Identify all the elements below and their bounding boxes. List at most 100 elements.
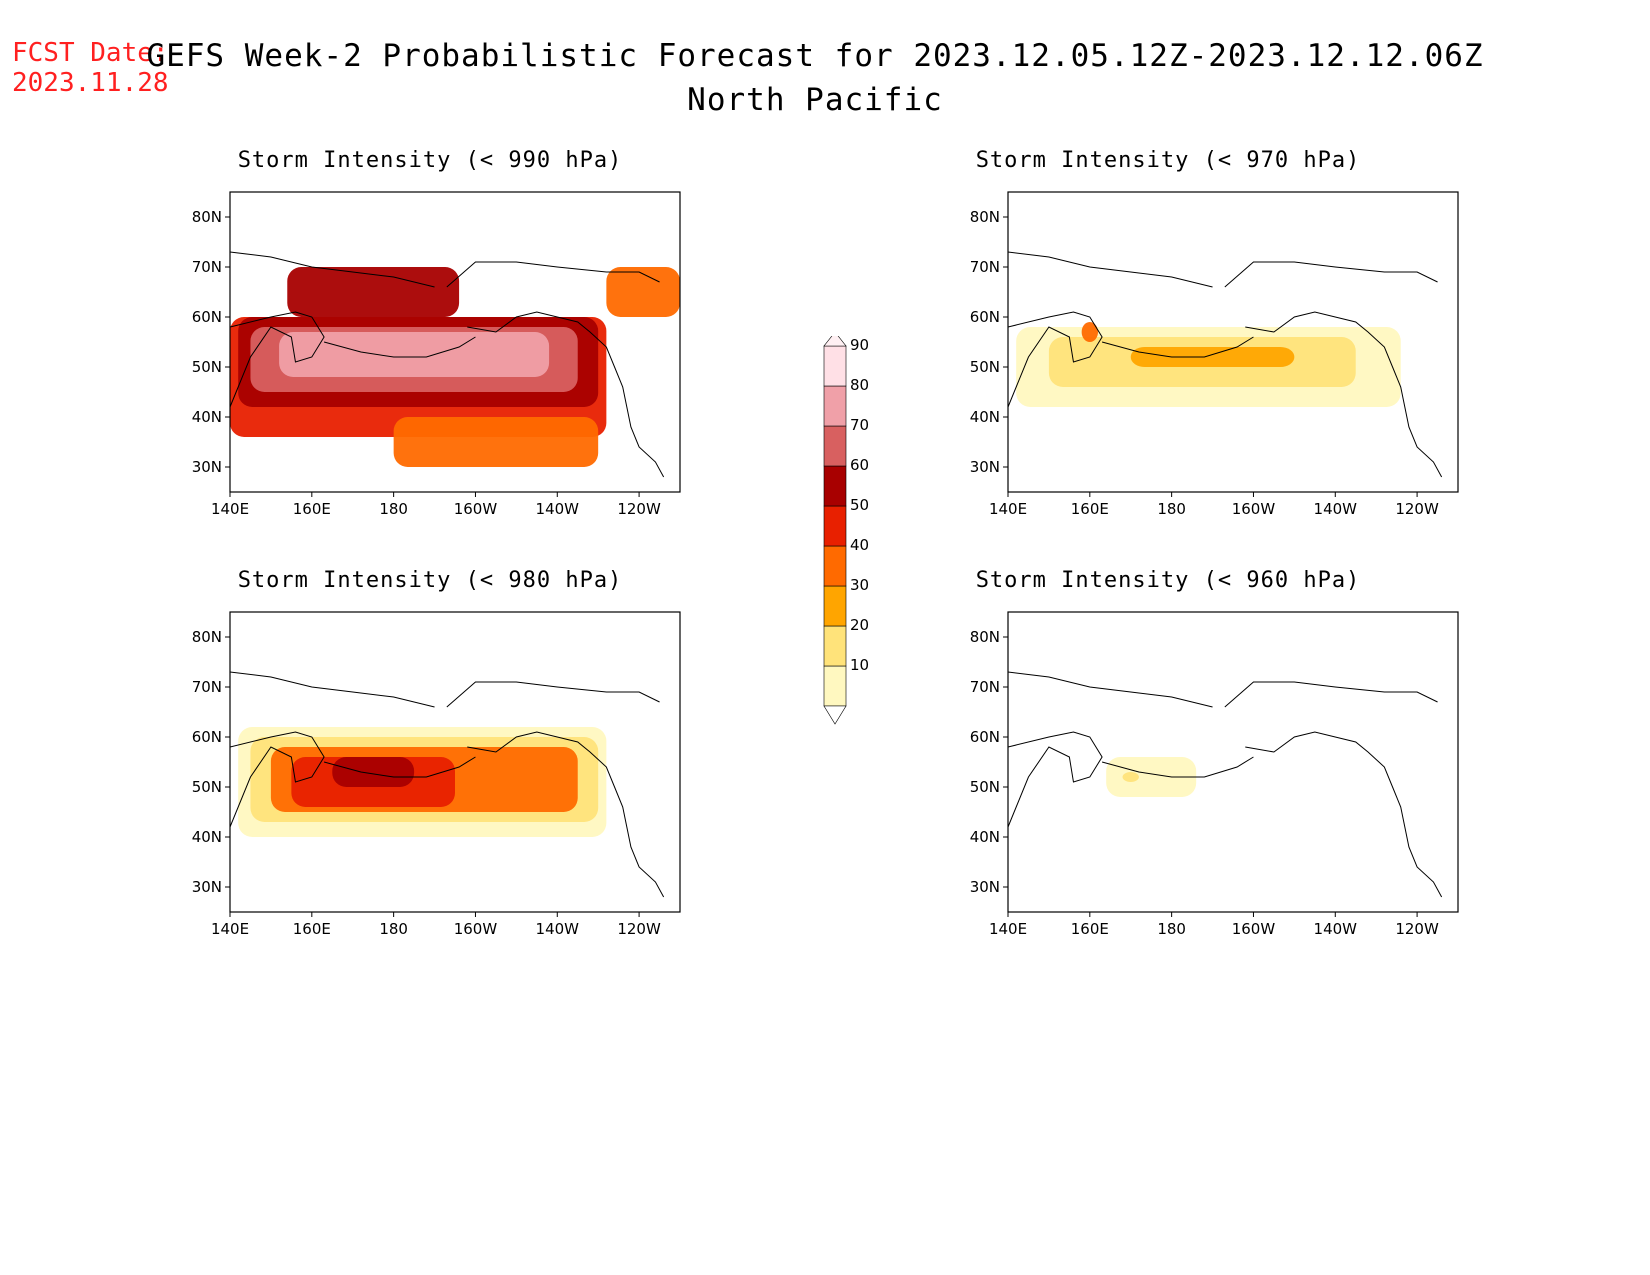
probability-area [279,332,550,377]
lat-label: 30N [970,458,1000,476]
lon-label: 160E [1071,500,1109,518]
colorbar-segment [823,425,847,467]
probability-area [393,417,599,467]
coastline [323,336,476,358]
colorbar-level-label: 10 [850,656,869,674]
lat-label: 60N [970,308,1000,326]
lon-label: 160W [454,920,498,938]
colorbar-segment [823,345,847,387]
coastline [230,671,435,708]
forecast-date-label: FCST Date: [12,38,169,68]
probability-area [1130,347,1295,367]
coastline-layer [1008,671,1443,898]
lat-label: 40N [970,408,1000,426]
coastline [467,311,665,478]
coastline [230,731,325,828]
lon-label: 120W [1395,500,1439,518]
forecast-date-block: FCST Date: 2023.11.28 [12,38,169,98]
coastline [467,731,665,898]
lon-label: 140E [211,500,249,518]
colorbar-level-label: 30 [850,576,869,594]
coastline-layer [230,251,665,478]
lon-label: 160E [293,920,331,938]
lon-label: 140E [211,920,249,938]
title-line-2: North Pacific [687,82,943,118]
coastline [1101,336,1254,358]
probability-area [606,267,680,317]
probability-area [287,267,460,317]
colorbar-level-label: 40 [850,536,869,554]
plot-frame [229,611,681,913]
panel-title-990: Storm Intensity (< 990 hPa) [237,148,623,173]
lat-label: 60N [970,728,1000,746]
coastline [323,756,476,778]
lat-label: 30N [192,458,222,476]
lon-label: 180 [1157,500,1186,518]
lon-label: 160W [1232,920,1276,938]
colorbar-level-label: 60 [850,456,869,474]
coastline [1224,261,1438,288]
map-panel-990: 80N 70N 60N 50N 40N 30N 140E 160E 180 160W 140W 120… [192,191,681,518]
lon-label: 140W [536,920,580,938]
colorbar-bottom-arrow [823,705,847,725]
lat-label: 70N [970,258,1000,276]
lat-label: 70N [192,258,222,276]
plot-frame [1007,191,1459,493]
coastline [1008,311,1103,408]
lat-label: 50N [970,358,1000,376]
colorbar-segment [823,385,847,427]
colorbar-segment [823,625,847,667]
lat-label: 80N [192,208,222,226]
colorbar-segment [823,465,847,507]
lon-label: 120W [1395,920,1439,938]
colorbar-segment [823,665,847,707]
coastline-layer [1008,251,1443,478]
lat-label: 50N [192,358,222,376]
lat-label: 30N [970,878,1000,896]
coastline [230,251,435,288]
coastline [230,311,325,408]
panel-title-970: Storm Intensity (< 970 hPa) [975,148,1361,173]
page-title: GEFS Week-2 Probabilistic Forecast for 2… [0,34,1630,122]
coastline [1245,311,1443,478]
forecast-date-value: 2023.11.28 [12,68,169,98]
shading-layer [1008,671,1443,898]
shading-layer [230,251,680,478]
shading-layer [1008,251,1443,478]
coastline [446,681,660,708]
map-panel-960: 80N 70N 60N 50N 40N 30N 140E 160E 180 160W 140W 120… [970,611,1459,938]
colorbar-level-label: 50 [850,496,869,514]
lon-label: 160E [1071,920,1109,938]
lon-label: 160E [293,500,331,518]
lat-label: 50N [970,778,1000,796]
colorbar: 10 20 30 40 50 60 70 80 90 [823,336,869,725]
coastline [1008,671,1213,708]
colorbar-segment [823,545,847,587]
colorbar-segment [823,505,847,547]
lon-label: 140W [536,500,580,518]
lat-label: 80N [970,208,1000,226]
lat-label: 80N [192,628,222,646]
coastline [446,261,660,288]
coastline [1224,681,1438,708]
lat-label: 40N [192,408,222,426]
lat-label: 40N [192,828,222,846]
coastline [1008,731,1103,828]
colorbar-top-arrow [823,336,847,347]
colorbar-level-label: 20 [850,616,869,634]
lat-label: 60N [192,308,222,326]
lat-label: 40N [970,828,1000,846]
plot-frame [229,191,681,493]
colorbar-level-label: 70 [850,416,869,434]
colorbar-level-label: 80 [850,376,869,394]
map-panel-970: 80N 70N 60N 50N 40N 30N 140E 160E 180 160W 140W 120… [970,191,1459,518]
probability-area [1081,322,1098,342]
coastline [1245,731,1443,898]
lon-label: 180 [1157,920,1186,938]
lat-label: 70N [192,678,222,696]
title-line-1: GEFS Week-2 Probabilistic Forecast for 2… [146,38,1484,74]
lat-label: 80N [970,628,1000,646]
coastline [1101,756,1254,778]
lon-label: 180 [379,920,408,938]
panel-title-960: Storm Intensity (< 960 hPa) [975,568,1361,593]
